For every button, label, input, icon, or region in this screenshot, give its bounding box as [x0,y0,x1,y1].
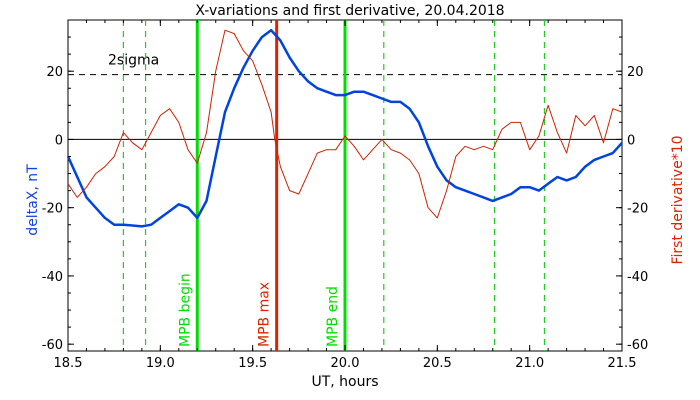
series-line-1 [66,28,623,228]
x-tick-label-3: 19.5 [238,356,267,371]
x-tick-label-6: 21.0 [515,356,544,371]
marker-label-1: MPB begin [177,273,193,347]
marker-label-3: MPB end [325,286,341,347]
x-tick-label-7: 21.5 [608,356,637,371]
y-axis-label-left: deltaX, nT [25,164,41,236]
x-tick-label-5: 20.5 [423,356,452,371]
sigma-label: 2sigma [108,53,159,69]
y-tick-label-right-1: 20 [627,65,644,80]
y-tick-label-right-4: -40 [627,270,648,285]
y-tick-label-left-3: -20 [42,202,63,217]
x-axis-label: UT, hours [311,374,378,390]
series-line-2 [67,29,623,219]
y-axis-label-right: First derivative*10 [670,135,686,264]
y-tick-label-left-5: -60 [42,338,63,353]
y-tick-label-right-2: 0 [627,133,635,148]
x-tick-label-4: 20.0 [331,356,360,371]
marker-label-2: MPB max [257,282,273,347]
y-tick-label-right-5: -60 [627,338,648,353]
x-tick-label-2: 19.0 [146,356,175,371]
x-tick-label-1: 18.5 [54,356,83,371]
y-tick-label-left-1: 20 [46,65,63,80]
chart-title: X-variations and first derivative, 20.04… [195,3,504,19]
y-tick-label-left-2: 0 [55,133,63,148]
y-tick-label-left-4: -40 [42,270,63,285]
y-tick-label-right-3: -20 [627,202,648,217]
